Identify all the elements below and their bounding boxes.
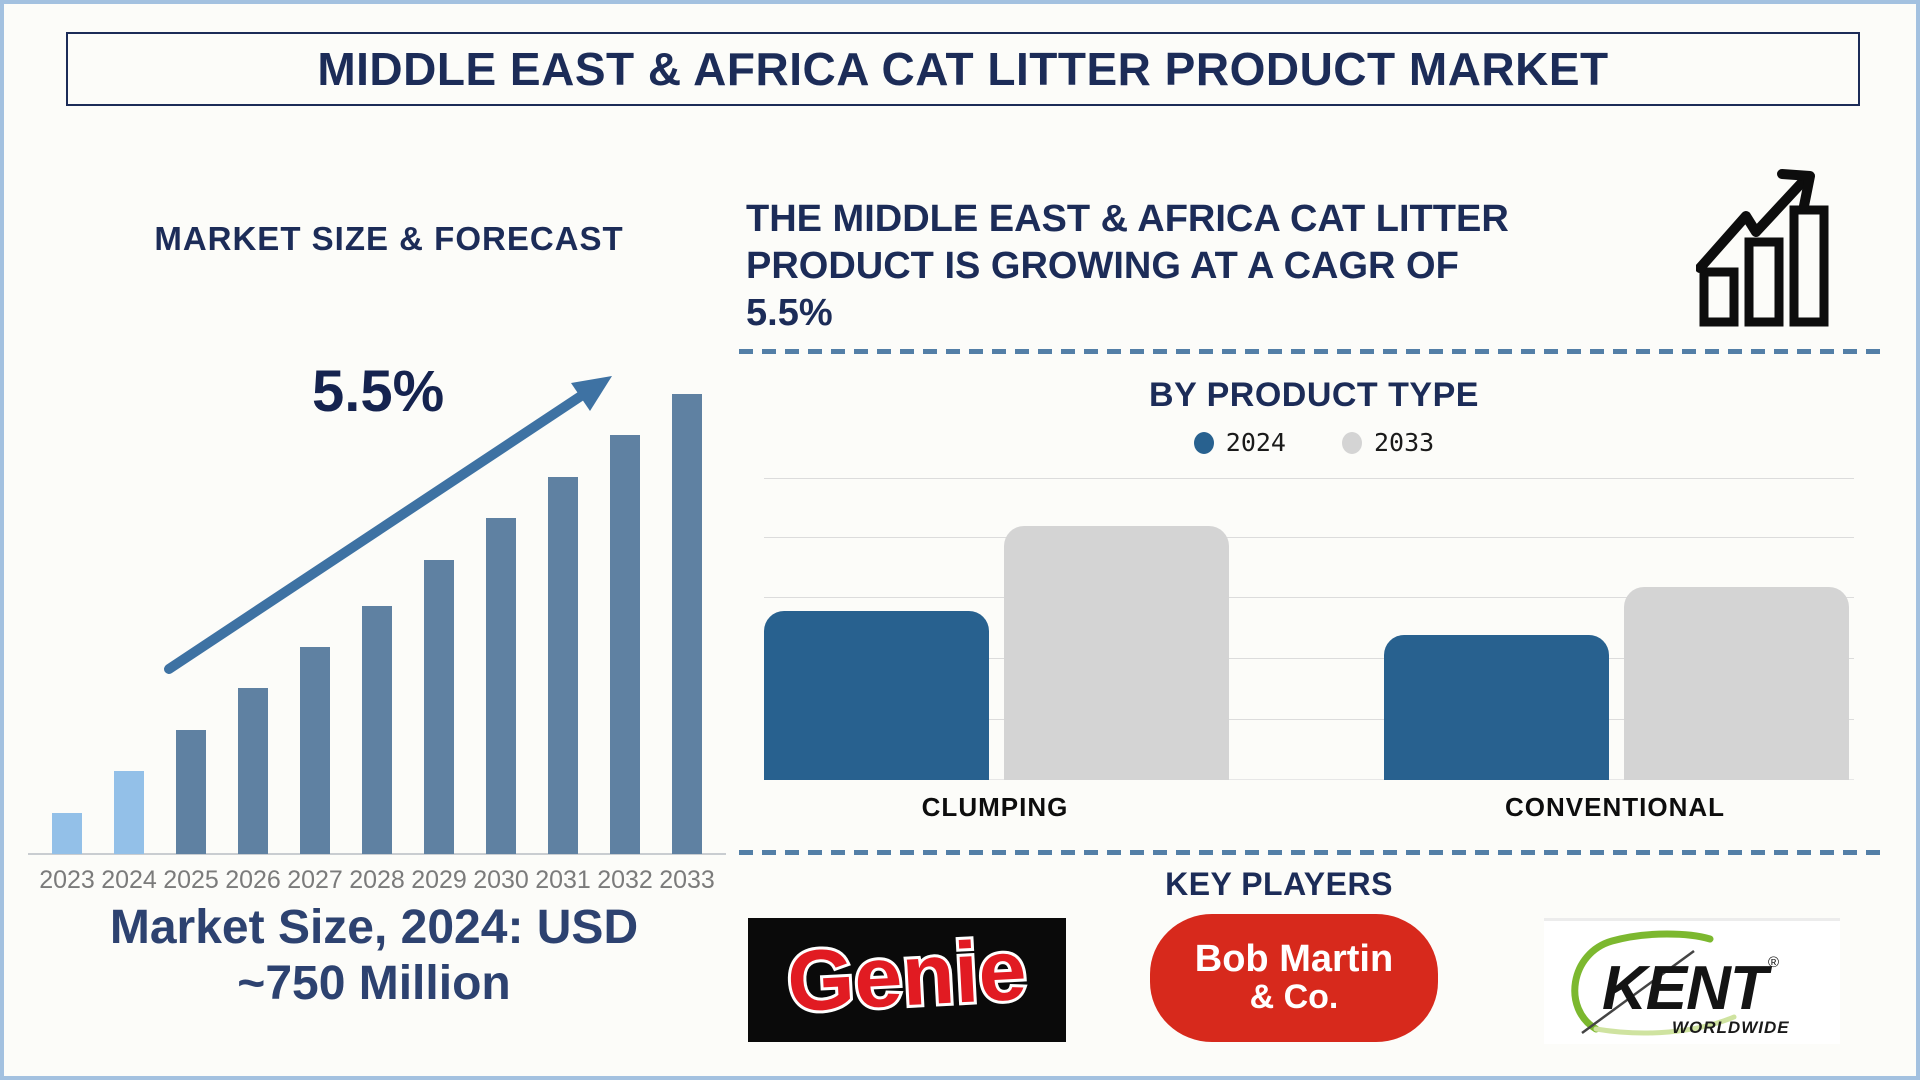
headline-line1: THE MIDDLE EAST & AFRICA CAT LITTER [746, 198, 1509, 240]
forecast-bar-2031 [548, 477, 578, 854]
logo-bob-martin: Bob Martin & Co. [1150, 914, 1438, 1042]
legend-label-2033: 2033 [1374, 428, 1435, 457]
forecast-bar-2033 [672, 394, 702, 854]
genie-logo-text: Genie [782, 923, 1032, 1033]
product-type-plot [764, 478, 1854, 780]
category-label-conventional: CONVENTIONAL [1505, 792, 1725, 822]
growth-chart-icon [1696, 169, 1829, 327]
forecast-year-label-2032: 2032 [597, 866, 653, 894]
headline-line2: PRODUCT IS GROWING AT A CAGR OF [746, 245, 1459, 288]
bob-martin-line2: & Co. [1249, 978, 1339, 1017]
forecast-year-label-2025: 2025 [163, 866, 219, 894]
market-size-caption: Market Size, 2024: USD ~750 Million [29, 900, 719, 1011]
kent-worldwide-text: WORLDWIDE [1672, 1018, 1790, 1037]
forecast-chart: 2023 2024 2025 2026 2027 2028 2029 2030 2031 2032… [4, 4, 744, 1076]
gridline [764, 537, 1854, 538]
forecast-bar-2032 [610, 435, 640, 854]
cagr-arrow [164, 376, 612, 674]
forecast-year-label-2023: 2023 [39, 866, 95, 894]
product-type-chart-title: BY PRODUCT TYPE [1149, 376, 1479, 414]
logo-kent: KENT ® WORLDWIDE [1544, 918, 1840, 1044]
forecast-bar-2025 [176, 730, 206, 854]
dashed-divider-bottom [739, 850, 1882, 855]
logo-genie: Genie [748, 918, 1066, 1042]
market-size-caption-line2: ~750 Million [237, 956, 511, 1010]
gridline [764, 658, 1854, 659]
forecast-chart-title: MARKET SIZE & FORECAST [154, 220, 624, 257]
gridline [764, 478, 1854, 479]
forecast-bar-2026 [238, 688, 268, 854]
key-players-heading: KEY PLAYERS [1165, 866, 1393, 902]
product-bar-clumping-2024 [764, 611, 989, 780]
bob-martin-line1: Bob Martin [1194, 938, 1394, 981]
kent-logo-graphic: KENT ® WORLDWIDE [1571, 930, 1790, 1037]
forecast-x-axis [28, 853, 726, 855]
product-bar-conventional-2033 [1624, 587, 1849, 780]
legend-dot-2033 [1342, 431, 1362, 454]
forecast-year-label-2027: 2027 [287, 866, 343, 894]
forecast-year-label-2031: 2031 [535, 866, 591, 894]
legend-item-2024: 2024 [1193, 428, 1286, 457]
headline: THE MIDDLE EAST & AFRICA CAT LITTER PROD… [746, 196, 1706, 337]
market-size-caption-line1: Market Size, 2024: USD [109, 901, 639, 954]
svg-text:®: ® [1768, 954, 1779, 971]
forecast-bar-2023 [52, 813, 82, 854]
forecast-bar-2030 [486, 518, 516, 854]
forecast-year-label-2026: 2026 [225, 866, 281, 894]
forecast-year-label-2030: 2030 [473, 866, 529, 894]
cagr-value-label: 5.5% [312, 359, 445, 424]
forecast-bar-2029 [424, 560, 454, 854]
legend-dot-2024 [1193, 431, 1214, 454]
gridline [764, 719, 1854, 720]
legend-label-2024: 2024 [1225, 428, 1286, 457]
svg-text:Genie: Genie [785, 923, 1029, 1030]
product-bar-clumping-2033 [1004, 526, 1229, 780]
page-title: MIDDLE EAST & AFRICA CAT LITTER PRODUCT … [317, 43, 1609, 95]
legend-item-2033: 2033 [1342, 428, 1434, 457]
gridline [764, 779, 1854, 780]
kent-wordmark: KENT [1602, 954, 1773, 1023]
forecast-bar-2024 [114, 771, 144, 854]
headline-line3: 5.5% [746, 292, 833, 335]
forecast-year-label-2029: 2029 [411, 866, 467, 894]
title-box: MIDDLE EAST & AFRICA CAT LITTER PRODUCT … [66, 32, 1860, 106]
forecast-year-label-2028: 2028 [349, 866, 405, 894]
forecast-bar-2027 [300, 647, 330, 854]
dashed-divider-top [739, 349, 1882, 354]
forecast-year-label-2024: 2024 [101, 866, 157, 894]
gridline [764, 597, 1854, 598]
product-type-legend: 2024 2033 [744, 428, 1884, 457]
forecast-year-label-2033: 2033 [659, 866, 715, 894]
product-bar-conventional-2024 [1384, 635, 1609, 780]
category-label-clumping: CLUMPING [921, 792, 1069, 822]
forecast-bar-2028 [362, 606, 392, 854]
kent-leaf-swoosh [1571, 930, 1714, 1033]
